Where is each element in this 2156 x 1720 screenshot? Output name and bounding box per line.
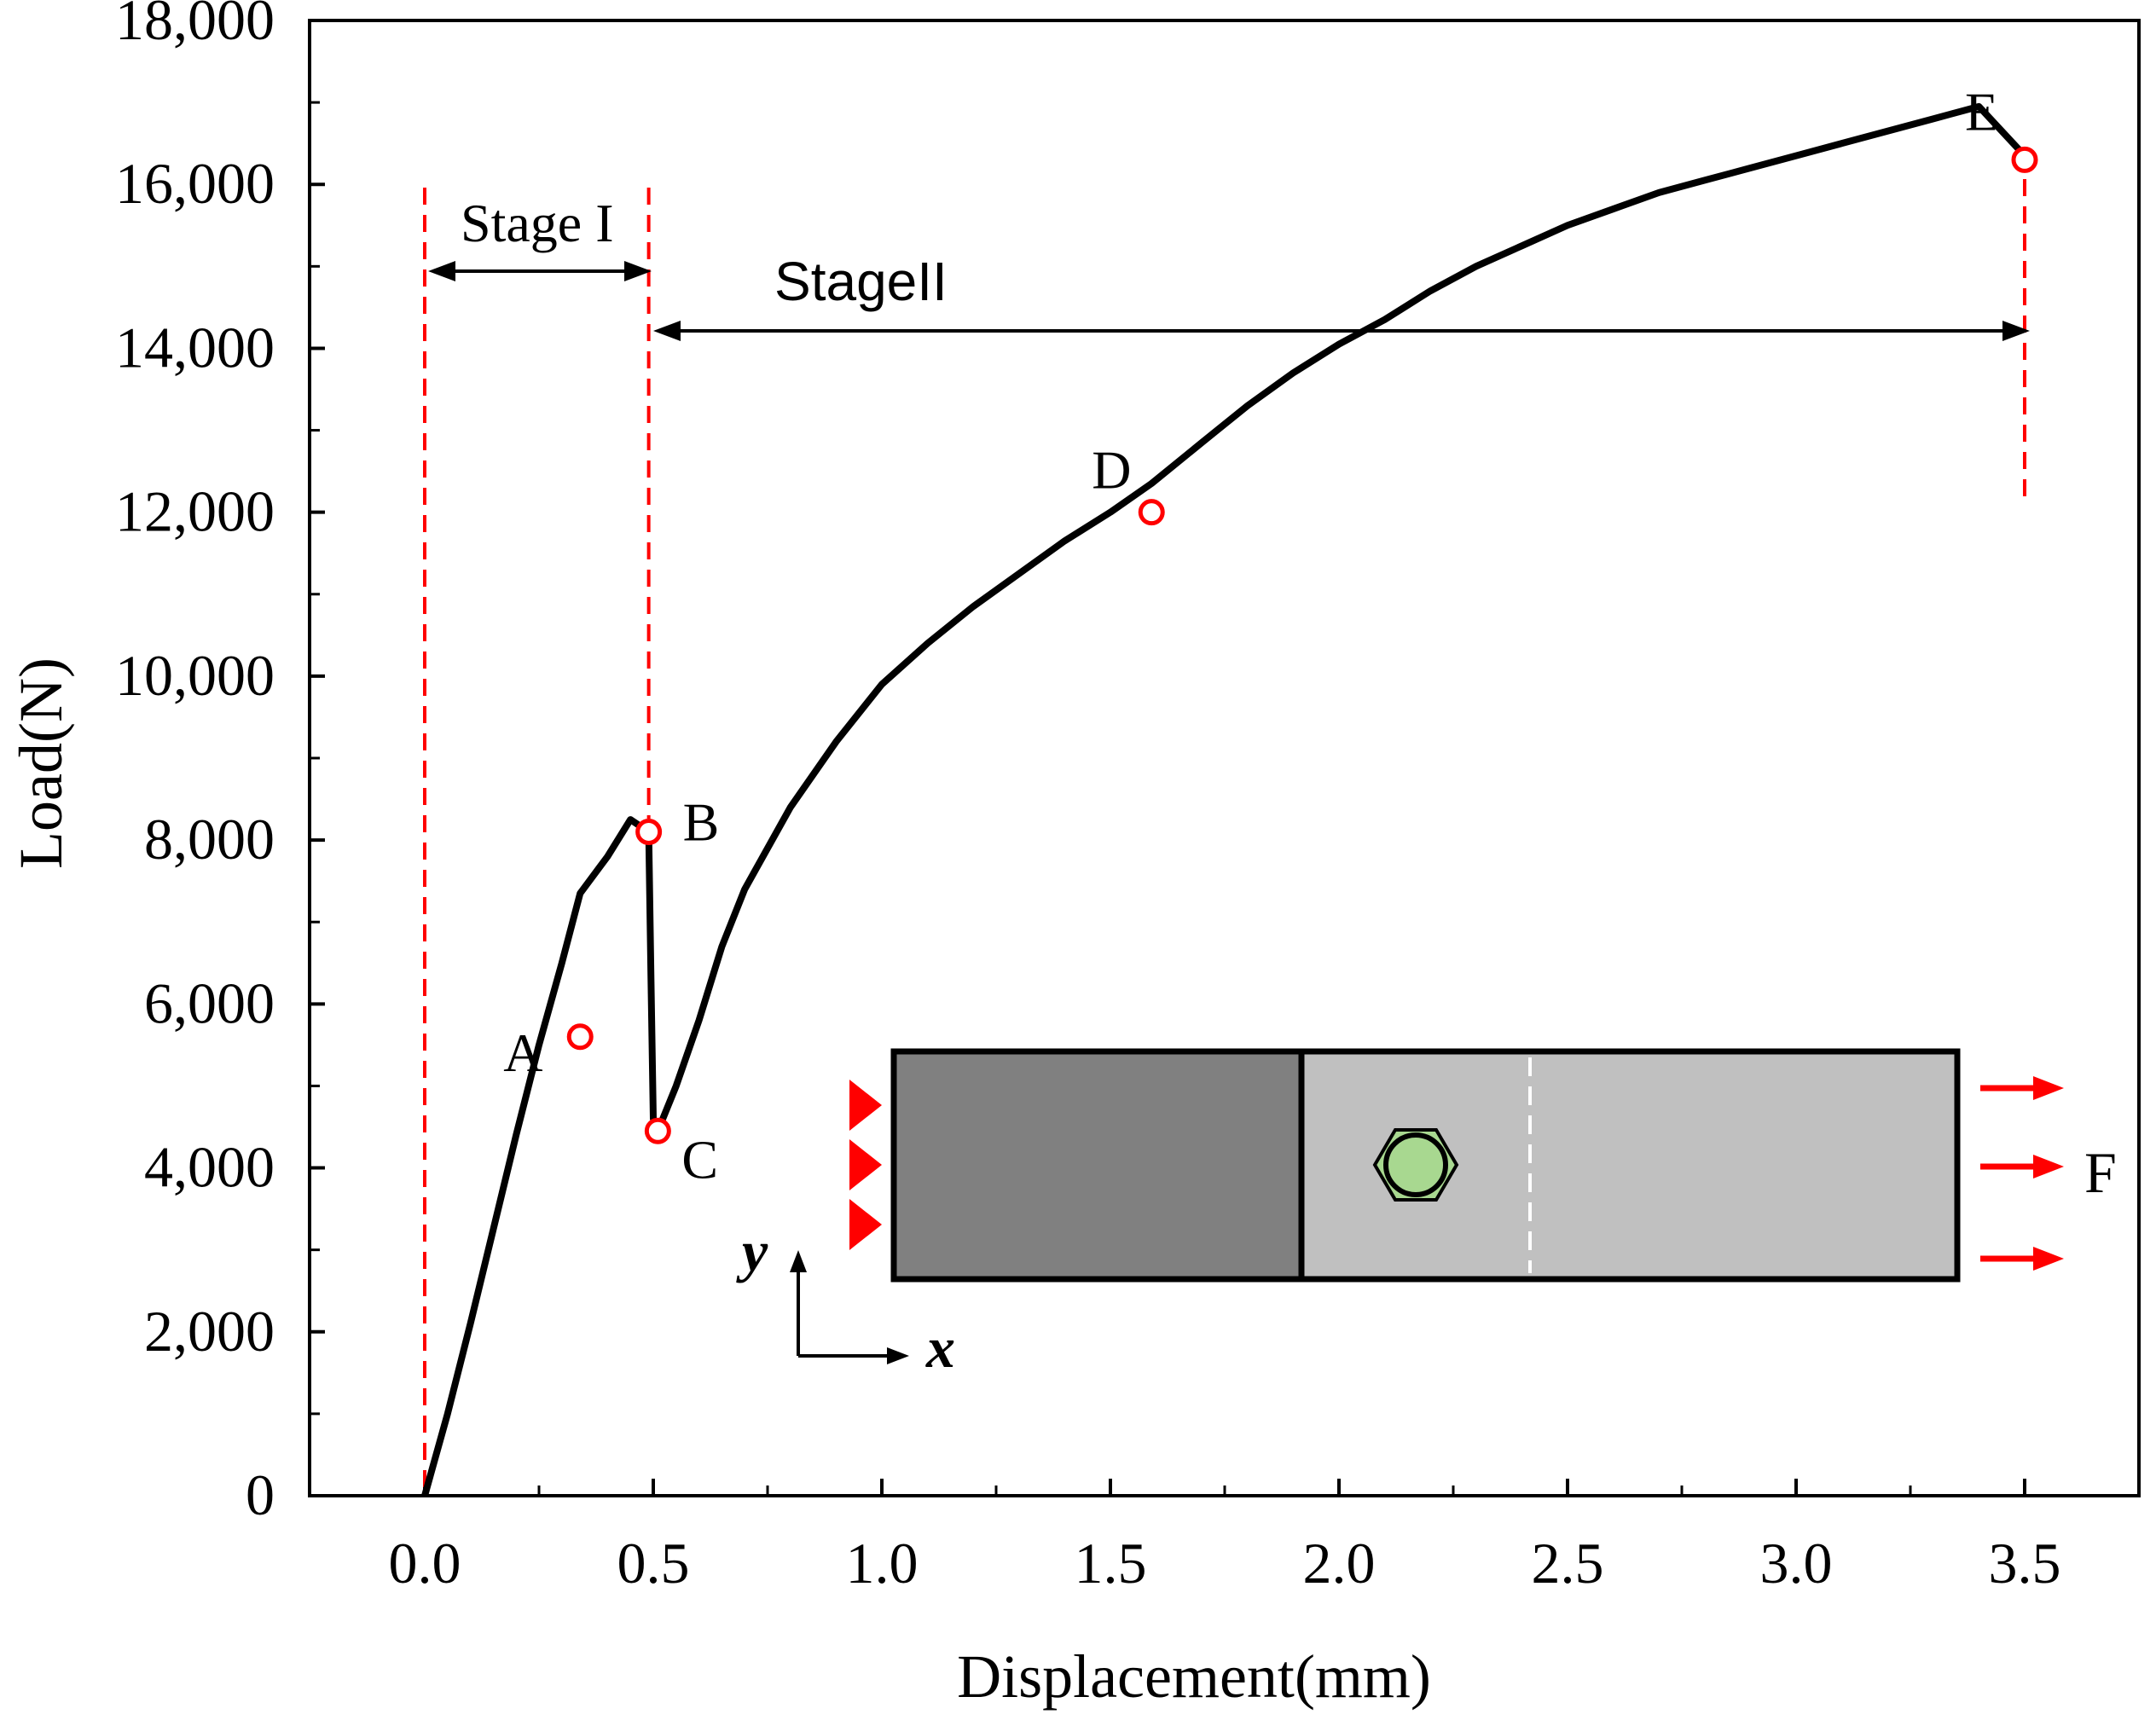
force-arrow-icon — [1980, 1155, 2064, 1179]
dark-plate — [890, 1048, 1305, 1283]
x-tick-label: 3.0 — [1760, 1531, 1833, 1595]
x-tick-label: 0.0 — [389, 1531, 461, 1595]
point-marker-e — [2011, 146, 2038, 173]
y-axis-ticks: 0 2,000 4,000 6,000 8,000 10,000 12,000 14,000 1… — [115, 0, 325, 1527]
stage1-label: Stage I — [461, 193, 614, 253]
force-label: F — [2084, 1140, 2117, 1205]
point-marker-a — [566, 1023, 594, 1051]
specimen-inset: F y x — [736, 1048, 2117, 1380]
stage1-arrow-left-head — [428, 261, 455, 281]
y-tick-label: 2,000 — [144, 1299, 275, 1364]
x-tick-label: 1.0 — [846, 1531, 919, 1595]
bolt-shank-icon — [1383, 1132, 1448, 1197]
stage2-label: StageII — [774, 251, 948, 312]
inset-x-axis-label: x — [925, 1315, 955, 1380]
x-tick-label: 2.5 — [1532, 1531, 1604, 1595]
stage2-arrow-left-head — [653, 321, 681, 341]
y-axis-title: Load(N) — [7, 657, 75, 869]
support-triangle-icon — [849, 1080, 882, 1131]
point-label-c: C — [681, 1129, 718, 1190]
point-label-b: B — [683, 792, 720, 853]
point-marker-d — [1138, 499, 1165, 526]
stage-divider-lines — [423, 152, 2026, 1489]
stage-arrows — [428, 261, 2030, 341]
y-tick-label: 14,000 — [115, 315, 275, 379]
x-tick-label: 3.5 — [1989, 1531, 2061, 1595]
stage1-arrow-right-head — [624, 261, 652, 281]
point-marker-b — [635, 819, 663, 845]
support-triangle-icon — [849, 1139, 882, 1190]
key-points: A B C D E — [503, 81, 2038, 1190]
y-tick-label: 10,000 — [115, 643, 275, 708]
coordinate-axes-icon — [790, 1250, 909, 1364]
y-tick-label: 18,000 — [115, 0, 275, 52]
x-tick-label: 2.0 — [1303, 1531, 1376, 1595]
force-arrow-icon — [1980, 1247, 2064, 1271]
y-tick-label: 8,000 — [144, 807, 275, 872]
y-tick-label: 16,000 — [115, 151, 275, 216]
y-tick-label: 4,000 — [144, 1135, 275, 1200]
x-tick-label: 1.5 — [1075, 1531, 1147, 1595]
point-label-a: A — [503, 1022, 542, 1083]
stage2-arrow-right-head — [2002, 321, 2030, 341]
x-tick-label: 0.5 — [617, 1531, 690, 1595]
y-tick-label: 6,000 — [144, 970, 275, 1035]
point-label-d: D — [1092, 440, 1131, 501]
inset-y-axis-label: y — [736, 1219, 768, 1283]
load-curve — [421, 102, 2027, 1497]
y-tick-label: 12,000 — [115, 479, 275, 544]
x-axis-title: Displacement(mm) — [957, 1642, 1431, 1711]
point-label-e: E — [1965, 81, 1998, 142]
x-axis-ticks: 0.0 0.5 1.0 1.5 2.0 2.5 3.0 3.5 — [389, 1479, 2061, 1595]
force-arrow-icon — [1980, 1076, 2064, 1100]
y-tick-label: 0 — [246, 1462, 275, 1527]
support-triangle-icon — [849, 1199, 882, 1250]
point-marker-c — [644, 1117, 671, 1144]
